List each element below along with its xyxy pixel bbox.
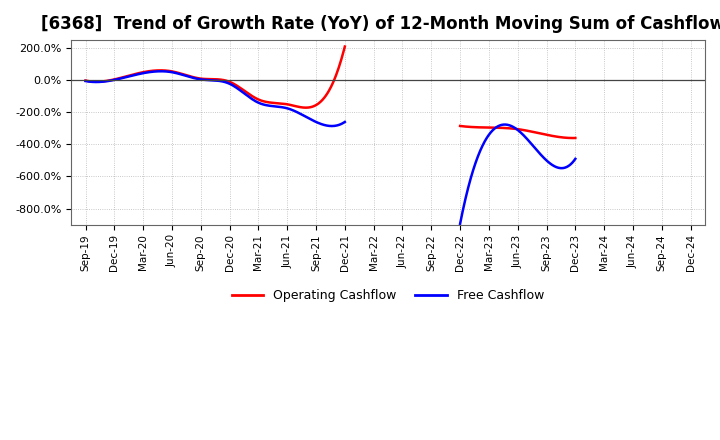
Legend: Operating Cashflow, Free Cashflow: Operating Cashflow, Free Cashflow — [227, 284, 549, 307]
Title: [6368]  Trend of Growth Rate (YoY) of 12-Month Moving Sum of Cashflows: [6368] Trend of Growth Rate (YoY) of 12-… — [41, 15, 720, 33]
